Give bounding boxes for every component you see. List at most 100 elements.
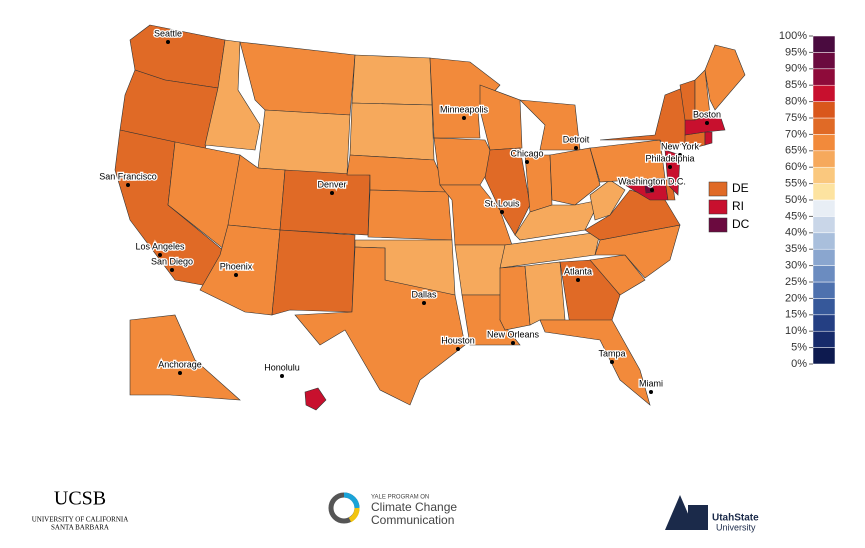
city-label: San Diego: [151, 256, 193, 266]
city-dot: [649, 390, 653, 394]
city-label: Boston: [693, 109, 721, 119]
city-dot: [330, 191, 334, 195]
city-label: New Orleans: [487, 329, 540, 339]
logo-icon: [348, 507, 360, 523]
legend-swatch: [812, 52, 836, 70]
logo-text: UCSB: [54, 488, 106, 510]
city-label: Tampa: [598, 348, 625, 358]
inset-label: DE: [732, 181, 749, 195]
legend-label: 65%: [785, 145, 807, 157]
legend-label: 80%: [785, 96, 807, 108]
city-label: Miami: [639, 378, 663, 388]
region: [589, 254, 646, 296]
city-label: St. Louis: [484, 198, 520, 208]
inset-label: DC: [732, 217, 750, 231]
logo-text: Climate Change: [371, 500, 457, 514]
city-label: Phoenix: [220, 261, 253, 271]
region: [367, 189, 453, 241]
legend-swatch: [812, 35, 836, 53]
region: [519, 99, 581, 151]
inset-swatch: [708, 217, 728, 233]
legend-swatch: [812, 216, 836, 234]
legend-label: 50%: [785, 194, 807, 206]
legend-swatch: [812, 281, 836, 299]
inset-swatch: [708, 181, 728, 197]
region: [271, 229, 356, 316]
legend-label: 60%: [785, 161, 807, 173]
city-dot: [422, 301, 426, 305]
region: [257, 109, 351, 176]
city-dot: [678, 153, 682, 157]
legend-swatch: [812, 330, 836, 348]
inset-legend: DE RI DC: [708, 181, 750, 233]
city-dot: [234, 273, 238, 277]
legend-swatch: [812, 232, 836, 250]
region: [239, 41, 356, 116]
legend-label: 75%: [785, 112, 807, 124]
region: [704, 131, 713, 146]
legend-label: 90%: [785, 63, 807, 75]
legend-label: 100%: [779, 30, 807, 42]
legend-swatch: [812, 314, 836, 332]
legend-label: 70%: [785, 128, 807, 140]
logo-text: SANTA BARBARA: [51, 524, 109, 532]
city-dot: [576, 278, 580, 282]
city-label: Houston: [441, 335, 475, 345]
logo-text: Communication: [371, 513, 454, 527]
city-label: Philadelphia: [645, 153, 694, 163]
city-label: New York: [661, 141, 700, 151]
region: [479, 84, 523, 151]
region: [294, 246, 466, 406]
legend-swatch: [812, 199, 836, 217]
legend-swatch: [812, 166, 836, 184]
legend-swatch: [812, 347, 836, 365]
legend-swatch: [812, 183, 836, 201]
city-dot: [500, 210, 504, 214]
region: [589, 179, 626, 221]
city-label: Atlanta: [564, 266, 592, 276]
legend-swatch: [812, 117, 836, 135]
legend: 0% 5% 10% 15% 20% 25% 30% 35% 40% 45% 50% 55% 60% 65%…: [779, 30, 836, 370]
city-label: Anchorage: [158, 359, 202, 369]
region: [694, 69, 711, 121]
legend-label: 20%: [785, 292, 807, 304]
logo-text: University: [716, 522, 756, 532]
legend-label: 85%: [785, 79, 807, 91]
region: [461, 294, 521, 346]
city-dot: [456, 347, 460, 351]
city-label: Detroit: [563, 134, 590, 144]
city-dot: [610, 360, 614, 364]
legend-label: 40%: [785, 227, 807, 239]
yale-logo: YALE PROGRAM ON Climate Change Communica…: [328, 492, 457, 527]
legend-label: 30%: [785, 260, 807, 272]
city-dot: [280, 374, 284, 378]
city-label: Denver: [317, 179, 346, 189]
logo-text: UNIVERSITY OF CALIFORNIA: [32, 516, 129, 524]
region: [499, 265, 531, 331]
legend-swatch: [812, 68, 836, 86]
legend-label: 95%: [785, 46, 807, 58]
legend-label: 10%: [785, 325, 807, 337]
region: [524, 154, 553, 213]
region: [304, 387, 327, 411]
logo-text: UtahState: [712, 513, 759, 524]
inset-label: RI: [732, 199, 744, 213]
city-dot: [574, 146, 578, 150]
region: [704, 44, 746, 111]
ucsb-logo: UCSB UNIVERSITY OF CALIFORNIA SANTA BARB…: [32, 488, 129, 532]
city-dot: [462, 116, 466, 120]
logo-text: YALE PROGRAM ON: [371, 495, 429, 501]
city-dot: [650, 188, 654, 192]
region: [351, 54, 433, 106]
city-dot: [178, 371, 182, 375]
city-dot: [525, 160, 529, 164]
region: [664, 149, 681, 196]
city-dot: [668, 165, 672, 169]
city-dot: [170, 268, 174, 272]
legend-swatch: [812, 265, 836, 283]
city-label: Chicago: [510, 148, 543, 158]
legend-label: 45%: [785, 210, 807, 222]
legend-swatch: [812, 150, 836, 168]
region: [204, 39, 261, 151]
